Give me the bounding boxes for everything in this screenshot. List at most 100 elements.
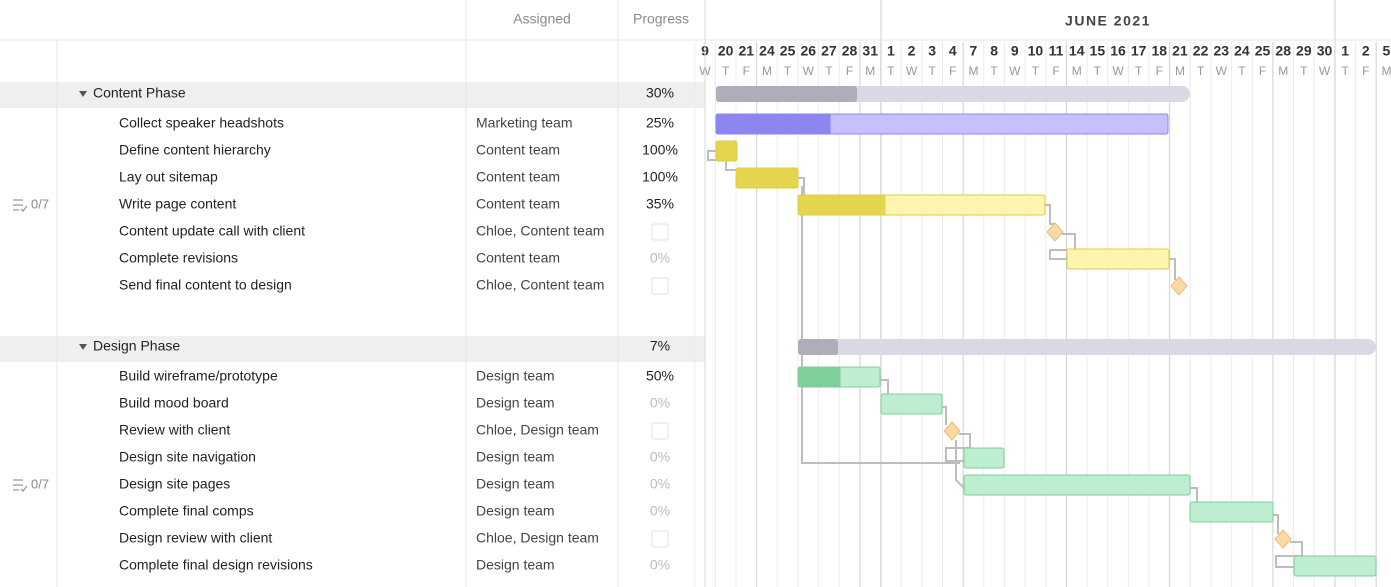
day-number: 20 [718, 43, 734, 59]
weekday: T [784, 64, 792, 78]
milestone-checkbox[interactable] [651, 422, 669, 440]
weekday: M [1072, 64, 1082, 78]
dependency [945, 433, 971, 462]
task-assigned: Chloe, Content team [476, 277, 604, 293]
task-bar [1066, 248, 1170, 270]
column-header: Progress [633, 11, 689, 27]
checklist-count: 0/7 [31, 196, 49, 211]
weekday: W [1009, 64, 1021, 78]
weekday: M [762, 64, 772, 78]
task-assigned: Design team [476, 476, 555, 492]
milestone-checkbox[interactable] [651, 530, 669, 548]
day-number: 3 [928, 43, 936, 59]
task-bar [963, 447, 1005, 469]
milestone [1274, 529, 1292, 549]
summary-progress [716, 86, 857, 102]
checklist-count: 0/7 [31, 476, 49, 491]
weekday: T [1135, 64, 1143, 78]
task-assigned: Content team [476, 169, 560, 185]
weekday: T [887, 64, 895, 78]
weekday: M [1175, 64, 1185, 78]
dependency [955, 440, 965, 489]
task-progress: 50% [646, 368, 674, 384]
weekday: F [1259, 64, 1266, 78]
group-progress: 30% [646, 85, 674, 101]
weekday: W [803, 64, 815, 78]
collapse-arrow [79, 344, 87, 350]
task-assigned: Content team [476, 196, 560, 212]
dependency [1045, 204, 1055, 225]
weekday: F [1052, 64, 1059, 78]
task-progress: 100% [642, 142, 678, 158]
task-bar [963, 474, 1191, 496]
weekday: T [825, 64, 833, 78]
dependency-lines [707, 150, 1303, 568]
dependency [1273, 514, 1279, 534]
dependency [1169, 258, 1176, 280]
group-progress: 7% [650, 338, 670, 354]
task-assigned: Design team [476, 557, 555, 573]
group-row-bg [0, 336, 705, 362]
task-name: Collect speaker headshots [119, 115, 284, 131]
day-number: 23 [1213, 43, 1229, 59]
task-name: Lay out sitemap [119, 169, 218, 185]
task-name: Complete final comps [119, 503, 254, 519]
day-number: 24 [759, 43, 775, 59]
task-progress: 0% [650, 449, 670, 465]
task-progress: 0% [650, 503, 670, 519]
task-name: Complete final design revisions [119, 557, 313, 573]
task-progress: 100% [642, 169, 678, 185]
task-name: Define content hierarchy [119, 142, 271, 158]
day-number: 7 [970, 43, 978, 59]
summary-progress [798, 339, 838, 355]
milestone-checkbox[interactable] [651, 223, 669, 241]
task-name: Write page content [119, 196, 236, 212]
milestone-checkbox[interactable] [651, 277, 669, 295]
day-number: 2 [908, 43, 916, 59]
task-progress: 0% [650, 395, 670, 411]
day-number: 1 [1341, 43, 1349, 59]
weekday: W [1319, 64, 1331, 78]
day-number: 30 [1317, 43, 1333, 59]
weekday: F [1156, 64, 1163, 78]
milestone [1046, 222, 1064, 242]
day-number: 16 [1110, 43, 1126, 59]
task-bar [1293, 555, 1377, 577]
task-name: Design site pages [119, 476, 230, 492]
group-name: Design Phase [93, 338, 180, 354]
day-number: 14 [1069, 43, 1085, 59]
day-number: 27 [821, 43, 837, 59]
task-assigned: Design team [476, 449, 555, 465]
day-number: 8 [990, 43, 998, 59]
day-number: 25 [1255, 43, 1271, 59]
group-row-bg [0, 82, 705, 108]
task-assigned: Design team [476, 395, 555, 411]
task-name: Complete revisions [119, 250, 238, 266]
weekday: M [968, 64, 978, 78]
checklist-icon [13, 479, 28, 492]
task-name: Review with client [119, 422, 230, 438]
task-assigned: Content team [476, 142, 560, 158]
weekday: F [1362, 64, 1369, 78]
task-name: Build wireframe/prototype [119, 368, 278, 384]
day-number: 26 [800, 43, 816, 59]
day-number: 18 [1152, 43, 1168, 59]
task-progress: 35% [646, 196, 674, 212]
milestone [1170, 276, 1188, 296]
task-progress: 25% [646, 115, 674, 131]
day-number: 24 [1234, 43, 1250, 59]
dependency [801, 186, 960, 464]
dependency [1275, 541, 1303, 568]
day-number: 17 [1131, 43, 1147, 59]
task-progress-bar [716, 141, 737, 161]
task-assigned: Design team [476, 368, 555, 384]
weekday: F [743, 64, 750, 78]
day-number: 11 [1049, 43, 1064, 59]
weekday: T [1300, 64, 1308, 78]
task-progress-bar [798, 195, 886, 215]
task-progress: 0% [650, 250, 670, 266]
task-assigned: Marketing team [476, 115, 572, 131]
dependency [942, 406, 947, 425]
day-number: 10 [1028, 43, 1044, 59]
task-assigned: Chloe, Content team [476, 223, 604, 239]
